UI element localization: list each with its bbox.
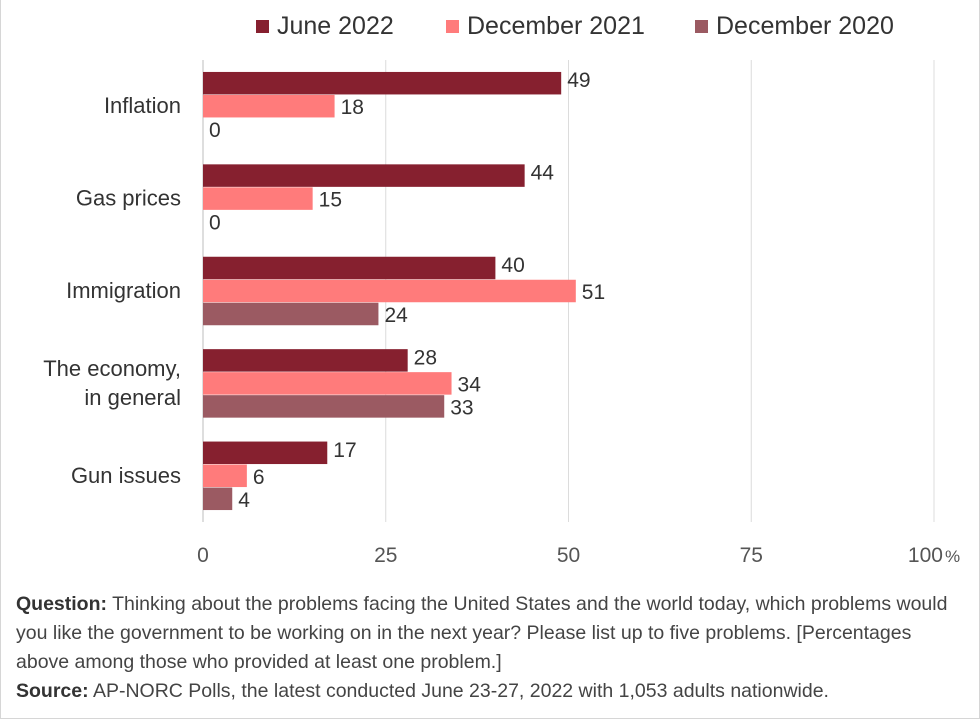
- x-tick-label: 25: [374, 544, 397, 567]
- source-label: Source:: [16, 680, 89, 702]
- data-label: 0: [209, 212, 221, 235]
- x-tick-label: 50: [557, 544, 580, 567]
- bar: [203, 256, 496, 280]
- data-label: 4: [238, 489, 250, 512]
- data-label: 18: [341, 96, 364, 119]
- legend-swatch: [256, 20, 269, 33]
- legend-swatch: [695, 20, 708, 33]
- legend-item: December 2020: [695, 12, 894, 41]
- category-label: Gas prices: [76, 186, 181, 211]
- data-label: 28: [414, 346, 437, 369]
- data-label: 15: [319, 189, 342, 212]
- bar: [203, 71, 562, 95]
- legend: June 2022 December 2021 December 2020: [0, 12, 980, 44]
- category-label: Inflation: [104, 93, 181, 118]
- bar: [203, 372, 452, 395]
- bar: [203, 395, 445, 418]
- data-label: 34: [458, 373, 482, 396]
- footnote: Question: Thinking about the problems fa…: [16, 590, 966, 706]
- bar: [203, 302, 379, 326]
- x-tick-label: 0: [197, 544, 209, 567]
- data-label: 40: [501, 254, 524, 277]
- data-label: 51: [582, 281, 605, 304]
- category-label: Gun issues: [71, 463, 181, 488]
- data-label: 6: [253, 466, 265, 489]
- legend-item: June 2022: [256, 12, 394, 41]
- bar: [203, 441, 328, 465]
- category-label: Immigration: [66, 278, 181, 303]
- question-text: Thinking about the problems facing the U…: [16, 593, 948, 673]
- legend-label: December 2021: [467, 12, 645, 40]
- legend-label: December 2020: [716, 12, 894, 40]
- category-label: in general: [84, 385, 181, 410]
- bar: [203, 94, 335, 118]
- bar: [203, 279, 576, 303]
- bar: [203, 464, 247, 488]
- data-label: 33: [450, 396, 473, 419]
- x-tick-label: 75: [740, 544, 763, 567]
- legend-label: June 2022: [277, 12, 394, 40]
- bar: [203, 487, 233, 511]
- bar: [203, 349, 408, 372]
- data-label: 0: [209, 119, 221, 142]
- data-label: 44: [531, 162, 555, 185]
- x-tick-label: 100%: [908, 544, 960, 567]
- source-text: AP-NORC Polls, the latest conducted June…: [88, 680, 829, 702]
- data-label: 17: [333, 439, 356, 462]
- data-label: 24: [384, 304, 408, 327]
- bar-chart: 0 25 50 75 100 % Inflation 49 18 0 Gas prices 44 15 0…: [43, 60, 960, 567]
- data-label: 49: [567, 69, 590, 92]
- legend-item: December 2021: [446, 12, 645, 41]
- category-label: The economy,: [43, 356, 181, 381]
- bar: [203, 164, 525, 187]
- bar: [203, 187, 313, 210]
- legend-swatch: [446, 20, 459, 33]
- question-label: Question:: [16, 593, 107, 615]
